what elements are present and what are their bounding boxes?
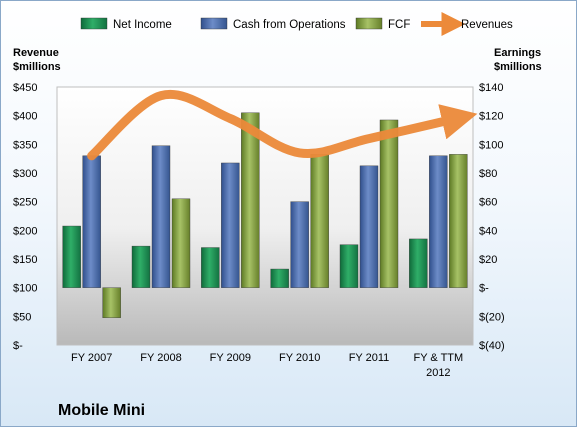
left-y-tick-label: $150 [13, 254, 37, 266]
legend-swatch [81, 18, 107, 29]
bar-fcf-3 [311, 154, 329, 287]
left-y-tick-label: $300 [13, 168, 37, 180]
bar-fcf-4 [380, 120, 398, 288]
legend-label: FCF [388, 19, 410, 31]
right-y-tick-label: $120 [479, 111, 503, 123]
left-axis-title: $millions [13, 61, 61, 73]
left-y-tick-label: $400 [13, 111, 37, 123]
right-axis-title: $millions [494, 61, 542, 73]
bar-net-income-0 [63, 226, 81, 288]
x-tick-label: FY & TTM [413, 352, 463, 364]
chart-title: Mobile Mini [58, 402, 145, 419]
bar-fcf-2 [241, 113, 259, 288]
bar-net-income-3 [271, 269, 289, 288]
bar-cash-from-operations-5 [429, 156, 447, 288]
bar-cash-from-operations-2 [221, 163, 239, 288]
right-y-tick-label: $- [479, 283, 489, 295]
legend-swatch [201, 18, 227, 29]
bar-fcf-5 [449, 154, 467, 287]
legend-label: Revenues [461, 19, 513, 31]
bar-net-income-1 [132, 246, 150, 288]
right-y-tick-label: $100 [479, 139, 503, 151]
left-y-tick-label: $- [13, 340, 23, 352]
right-y-tick-label: $40 [479, 225, 497, 237]
right-y-tick-label: $20 [479, 254, 497, 266]
bar-cash-from-operations-0 [83, 156, 101, 288]
right-y-tick-label: $(40) [479, 340, 505, 352]
x-tick-label: FY 2009 [210, 352, 251, 364]
right-y-tick-label: $(20) [479, 311, 505, 323]
bar-cash-from-operations-1 [152, 146, 170, 288]
bar-fcf-1 [172, 199, 190, 288]
left-y-tick-label: $250 [13, 197, 37, 209]
bar-cash-from-operations-4 [360, 166, 378, 288]
bar-net-income-2 [201, 248, 219, 288]
left-y-tick-label: $100 [13, 283, 37, 295]
x-tick-label: FY 2010 [279, 352, 320, 364]
x-tick-label: FY 2008 [140, 352, 181, 364]
legend-label: Cash from Operations [233, 19, 346, 31]
right-y-tick-label: $140 [479, 82, 503, 94]
right-y-tick-label: $60 [479, 197, 497, 209]
left-y-tick-label: $350 [13, 139, 37, 151]
bar-net-income-4 [340, 245, 358, 288]
bar-cash-from-operations-3 [291, 202, 309, 288]
left-y-tick-label: $200 [13, 225, 37, 237]
right-y-tick-label: $80 [479, 168, 497, 180]
x-tick-label: FY 2007 [71, 352, 112, 364]
bar-net-income-5 [409, 239, 427, 288]
x-tick-label: 2012 [426, 367, 450, 379]
x-tick-label: FY 2011 [349, 352, 390, 364]
legend-label: Net Income [113, 19, 172, 31]
bar-fcf-0 [103, 288, 121, 318]
right-axis-title: Earnings [494, 47, 541, 59]
left-y-tick-label: $50 [13, 311, 31, 323]
left-y-tick-label: $450 [13, 82, 37, 94]
legend-swatch [356, 18, 382, 29]
left-axis-title: Revenue [13, 47, 59, 59]
